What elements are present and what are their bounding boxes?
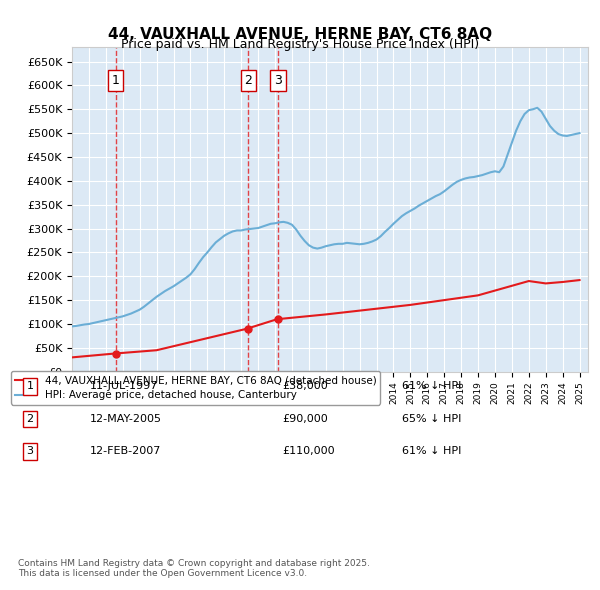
Text: 2: 2 bbox=[244, 74, 252, 87]
Text: 2: 2 bbox=[26, 414, 34, 424]
Text: 12-FEB-2007: 12-FEB-2007 bbox=[90, 447, 161, 456]
Text: £110,000: £110,000 bbox=[282, 447, 335, 456]
Legend: 44, VAUXHALL AVENUE, HERNE BAY, CT6 8AQ (detached house), HPI: Average price, de: 44, VAUXHALL AVENUE, HERNE BAY, CT6 8AQ … bbox=[11, 371, 380, 405]
Text: £38,000: £38,000 bbox=[282, 382, 328, 391]
Text: 12-MAY-2005: 12-MAY-2005 bbox=[90, 414, 162, 424]
Text: 11-JUL-1997: 11-JUL-1997 bbox=[90, 382, 158, 391]
Text: Price paid vs. HM Land Registry's House Price Index (HPI): Price paid vs. HM Land Registry's House … bbox=[121, 38, 479, 51]
Text: 44, VAUXHALL AVENUE, HERNE BAY, CT6 8AQ: 44, VAUXHALL AVENUE, HERNE BAY, CT6 8AQ bbox=[108, 27, 492, 41]
Text: 61% ↓ HPI: 61% ↓ HPI bbox=[402, 382, 461, 391]
Text: 1: 1 bbox=[26, 382, 34, 391]
Text: Contains HM Land Registry data © Crown copyright and database right 2025.
This d: Contains HM Land Registry data © Crown c… bbox=[18, 559, 370, 578]
Text: 3: 3 bbox=[26, 447, 34, 456]
Text: 61% ↓ HPI: 61% ↓ HPI bbox=[402, 447, 461, 456]
Text: 1: 1 bbox=[112, 74, 119, 87]
Text: 65% ↓ HPI: 65% ↓ HPI bbox=[402, 414, 461, 424]
Text: 3: 3 bbox=[274, 74, 282, 87]
Text: £90,000: £90,000 bbox=[282, 414, 328, 424]
